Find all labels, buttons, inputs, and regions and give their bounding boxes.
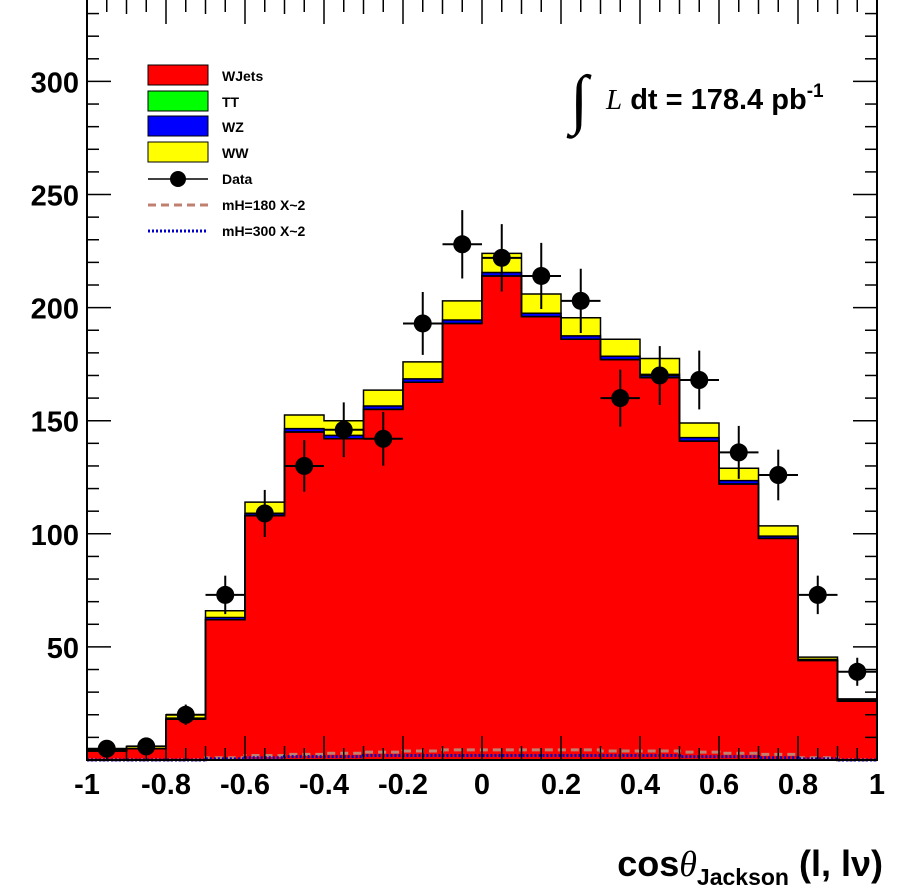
data-point [729, 443, 748, 462]
data-point [453, 235, 472, 254]
legend-label: mH=300 X~2 [222, 223, 305, 239]
legend-swatch [147, 115, 209, 137]
hist-bin-wjets [679, 441, 719, 760]
data-point [690, 371, 709, 389]
x-axis-title: cosθJackson (l, lν) [617, 843, 883, 890]
hist-bin-wjets [363, 409, 403, 760]
data-point [334, 420, 353, 439]
hist-outline-wjets [86, 275, 878, 760]
data-point [216, 585, 235, 604]
data-point [295, 456, 314, 475]
legend-item: WW [147, 141, 249, 163]
legend-label: Data [222, 171, 253, 187]
legend-label: WW [222, 145, 249, 161]
y-tick-label: 250 [31, 181, 79, 213]
legend-swatch [147, 64, 209, 86]
luminosity-annotation: ∫ L dt = 178.4 pb-1 [566, 63, 824, 139]
legend-item: mH=300 X~2 [148, 223, 305, 239]
legend-swatch [147, 141, 209, 163]
hist-bin-wjets [403, 382, 443, 760]
legend: WJets TT WZ WW Data mH=180 X~2 mH=300 X~2 [147, 64, 305, 239]
x-tick-label: 0.6 [699, 769, 739, 801]
hist-bin-wjets [324, 438, 364, 760]
legend-swatch [147, 90, 209, 112]
data-point [492, 248, 511, 267]
stacked-histogram [86, 252, 878, 761]
data-point [848, 662, 867, 681]
hist-bin-wjets [482, 275, 522, 760]
svg-text:L dt = 178.4 pb-1: L dt = 178.4 pb-1 [605, 81, 824, 116]
x-tick-label: 0.2 [541, 769, 581, 801]
legend-item: WJets [147, 64, 263, 86]
y-tick-label: 200 [31, 294, 79, 326]
data-point [137, 737, 156, 756]
x-tick-label: -1 [74, 769, 100, 801]
luminosity-symbol: L [605, 84, 622, 116]
legend-label: mH=180 X~2 [222, 197, 305, 213]
luminosity-unit-exponent: -1 [807, 81, 824, 102]
data-point [650, 366, 669, 385]
legend-data-marker [170, 171, 186, 187]
x-tick-label: -0.6 [220, 769, 270, 801]
y-tick-label: 150 [31, 407, 79, 439]
hist-bin-wjets [561, 339, 601, 760]
legend-label: WZ [222, 119, 244, 135]
y-tick-label: 50 [47, 633, 79, 665]
tick-labels: -1 -0.8 -0.6 -0.4 -0.2 0 0.2 0.4 0.6 0.8 150100150… [31, 67, 885, 801]
x-tick-label: 0.8 [778, 769, 818, 801]
data-point [571, 291, 590, 310]
hist-bin-wjets [758, 538, 798, 760]
legend-item: mH=180 X~2 [148, 197, 305, 213]
x-tick-label: -0.8 [141, 769, 191, 801]
x-tick-label: 0.4 [620, 769, 660, 801]
x-tick-label: 0 [474, 769, 490, 801]
data-point [255, 504, 274, 523]
integral-symbol: ∫ [566, 63, 592, 139]
y-tick-label: 300 [31, 67, 79, 99]
x-tick-label: -0.4 [299, 769, 349, 801]
data-point [808, 585, 827, 604]
hist-bin-wjets [245, 515, 285, 760]
data-point [176, 705, 195, 724]
hist-bin-wjets [521, 316, 561, 760]
data-point [769, 466, 788, 484]
x-tick-label: 1 [869, 769, 885, 801]
data-points [87, 210, 877, 758]
axis-ticks [86, 0, 878, 761]
legend-item: Data [148, 171, 253, 187]
hist-bin-wjets [798, 660, 838, 760]
hist-bin-wjets [719, 484, 759, 760]
data-point [413, 314, 432, 333]
hist-bin-wjets [442, 323, 482, 760]
legend-label: TT [222, 94, 240, 110]
legend-item: TT [147, 90, 240, 112]
hist-bin-wjets [640, 377, 680, 760]
data-point [374, 429, 393, 448]
data-point [611, 389, 630, 408]
x-tick-label: -0.2 [378, 769, 428, 801]
y-tick-label: 100 [31, 520, 79, 552]
legend-item: WZ [147, 115, 244, 137]
luminosity-value: dt = 178.4 pb [622, 84, 807, 116]
legend-label: WJets [222, 68, 263, 84]
data-point [532, 266, 551, 285]
hist-bin-wjets [205, 619, 245, 760]
signal-curve-2 [87, 753, 877, 762]
